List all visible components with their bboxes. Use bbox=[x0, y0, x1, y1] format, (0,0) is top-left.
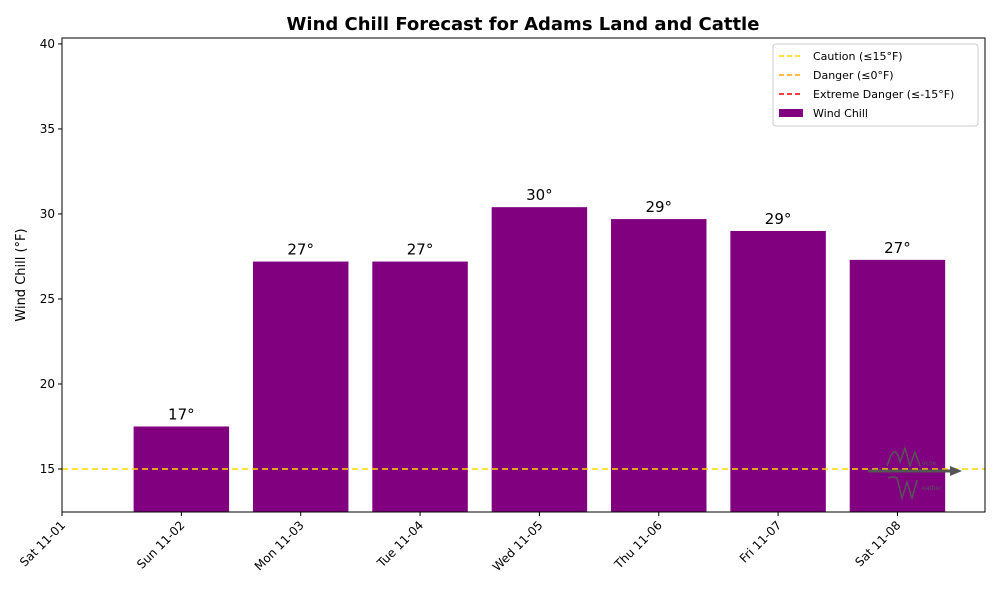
bar-value-label: 27° bbox=[407, 241, 434, 259]
x-tick-label: Sat 11-08 bbox=[852, 518, 903, 569]
bars-group bbox=[133, 207, 946, 512]
bar-value-label: 27° bbox=[884, 239, 911, 257]
y-tick-label: 40 bbox=[40, 37, 55, 51]
y-tick-label: 20 bbox=[40, 377, 55, 391]
wind-chill-legend-swatch bbox=[779, 109, 803, 117]
x-tick-label: Sat 11-01 bbox=[17, 518, 68, 569]
x-tick-label: Fri 11-07 bbox=[737, 518, 784, 565]
plot-frame bbox=[61, 37, 986, 513]
x-tick-label: Tue 11-04 bbox=[374, 518, 426, 570]
svg-text:eather: eather bbox=[922, 485, 942, 492]
bar-wed-11-05 bbox=[491, 207, 588, 512]
x-tick-label: Thu 11-06 bbox=[611, 518, 665, 572]
y-tick-label: 35 bbox=[40, 122, 55, 136]
bar-value-label: 29° bbox=[645, 198, 672, 216]
bar-value-label: 30° bbox=[526, 186, 553, 204]
bar-value-label: 17° bbox=[168, 405, 195, 423]
bar-mon-11-03 bbox=[252, 261, 349, 512]
legend: Caution (≤15°F) Danger (≤0°F) Extreme Da… bbox=[772, 43, 979, 127]
bar-sat-11-08 bbox=[849, 259, 946, 512]
legend-caution: Caution (≤15°F) bbox=[813, 50, 903, 63]
bar-fri-11-07 bbox=[730, 230, 826, 512]
y-tick-label: 15 bbox=[40, 462, 55, 476]
y-tick-label: 25 bbox=[40, 292, 55, 306]
x-tick-label: Mon 11-03 bbox=[252, 518, 307, 573]
bar-thu-11-06 bbox=[611, 219, 707, 512]
bar-tue-11-04 bbox=[372, 261, 468, 512]
y-axis-label: Wind Chill (°F) bbox=[14, 228, 29, 321]
bar-value-label: 27° bbox=[287, 241, 314, 259]
legend-danger: Danger (≤0°F) bbox=[813, 69, 894, 82]
y-tick-label: 30 bbox=[40, 207, 55, 221]
y-axis: 15 20 25 30 35 40 bbox=[40, 37, 62, 476]
x-tick-label: Sun 11-02 bbox=[134, 518, 187, 571]
svg-text:ocne: ocne bbox=[922, 460, 937, 467]
x-axis: Sat 11-01 Sun 11-02 Mon 11-03 Tue 11-04 Wed … bbox=[17, 512, 904, 574]
legend-wind-chill: Wind Chill bbox=[813, 107, 868, 120]
x-tick-label: Wed 11-05 bbox=[490, 518, 546, 574]
legend-extreme-danger: Extreme Danger (≤-15°F) bbox=[813, 88, 954, 101]
bar-labels-group: 17° 27° 27° 30° 29° 29° 27° bbox=[168, 186, 911, 423]
chart-title: Wind Chill Forecast for Adams Land and C… bbox=[287, 14, 760, 35]
bar-value-label: 29° bbox=[765, 210, 792, 228]
weather-logo-icon: ocne eather bbox=[868, 445, 962, 501]
